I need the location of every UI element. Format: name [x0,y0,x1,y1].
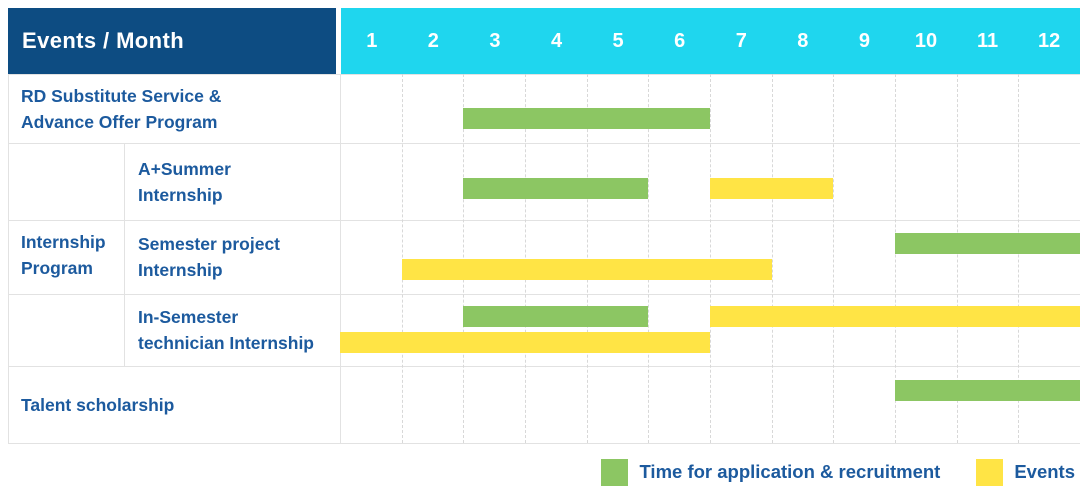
row-label-line: In-Semester [138,307,239,327]
legend-label: Events [1014,461,1075,482]
row-divider [8,220,1080,221]
row-label-in-semester-technician: In-Semester technician Internship [124,294,340,366]
month-gridline [895,74,896,443]
month-gridline [1018,74,1020,443]
group-column-border [124,143,125,366]
label-column-border [340,74,341,443]
month-label: 9 [858,29,870,52]
legend-item-events: Events [976,458,1075,486]
row-label-line: Semester project [138,234,281,254]
legend: Time for application & recruitment Event… [601,456,1075,488]
row-label-line: Internship [138,184,223,205]
month-gridline [956,74,958,443]
row-divider [8,143,1080,144]
row-label-semester-project: Semester project Internship [124,220,340,294]
row-label-rd-substitute: RD Substitute Service & Advance Offer Pr… [8,74,340,143]
month-axis-header: 1 2 3 4 5 6 7 8 9 10 11 12 [341,8,1080,74]
row-label-line: technician Internship [138,333,314,353]
event-bar [340,332,710,353]
month-gridline [401,74,403,443]
row-label-line: Advance Offer Program [21,111,218,132]
green-legend-swatch-icon [601,458,629,486]
month-gridline [648,74,650,443]
row-divider [8,294,1080,295]
group-label-line: Program [21,257,93,278]
group-label-internship-program: Internship Program [8,143,124,366]
month-gridline [771,74,773,443]
legend-label: Time for application & recruitment [639,461,941,482]
month-label: 3 [489,29,501,52]
row-label-line: Internship [138,260,223,280]
month-label: 6 [674,29,686,52]
row-divider [8,366,1080,367]
month-label: 1 [366,29,378,52]
application-bar [895,233,1080,254]
event-bar [710,178,834,199]
event-bar [710,306,1080,327]
month-gridline [710,74,711,443]
table-left-border [8,74,9,443]
month-gridline [525,74,526,443]
table-bottom-border [8,443,1080,444]
row-label-a-plus-summer: A+Summer Internship [124,143,340,220]
month-label: 12 [1038,29,1061,52]
application-bar [463,108,710,129]
row-label-line: A+Summer [138,158,231,179]
month-label: 4 [550,29,563,52]
row-divider [8,74,1080,75]
month-label: 8 [797,29,809,52]
month-label: 5 [612,29,624,52]
events-month-header: Events / Month [8,8,336,74]
event-bar [401,259,772,280]
application-bar [895,380,1080,401]
row-label-talent-scholarship: Talent scholarship [8,366,340,443]
month-label: 2 [427,29,439,52]
month-gridline [833,74,835,443]
month-gridline [586,74,588,443]
month-label: 10 [914,29,938,52]
month-gridline [463,74,465,443]
month-label: 7 [735,29,747,52]
legend-item-application: Time for application & recruitment [601,458,941,486]
row-label-line: RD Substitute Service & [21,85,222,106]
yellow-legend-swatch-icon [976,458,1004,486]
application-bar [463,178,649,199]
group-label-line: Internship [21,231,106,252]
month-label: 11 [976,29,999,52]
application-bar [463,306,649,327]
row-label-line: Talent scholarship [21,394,175,415]
